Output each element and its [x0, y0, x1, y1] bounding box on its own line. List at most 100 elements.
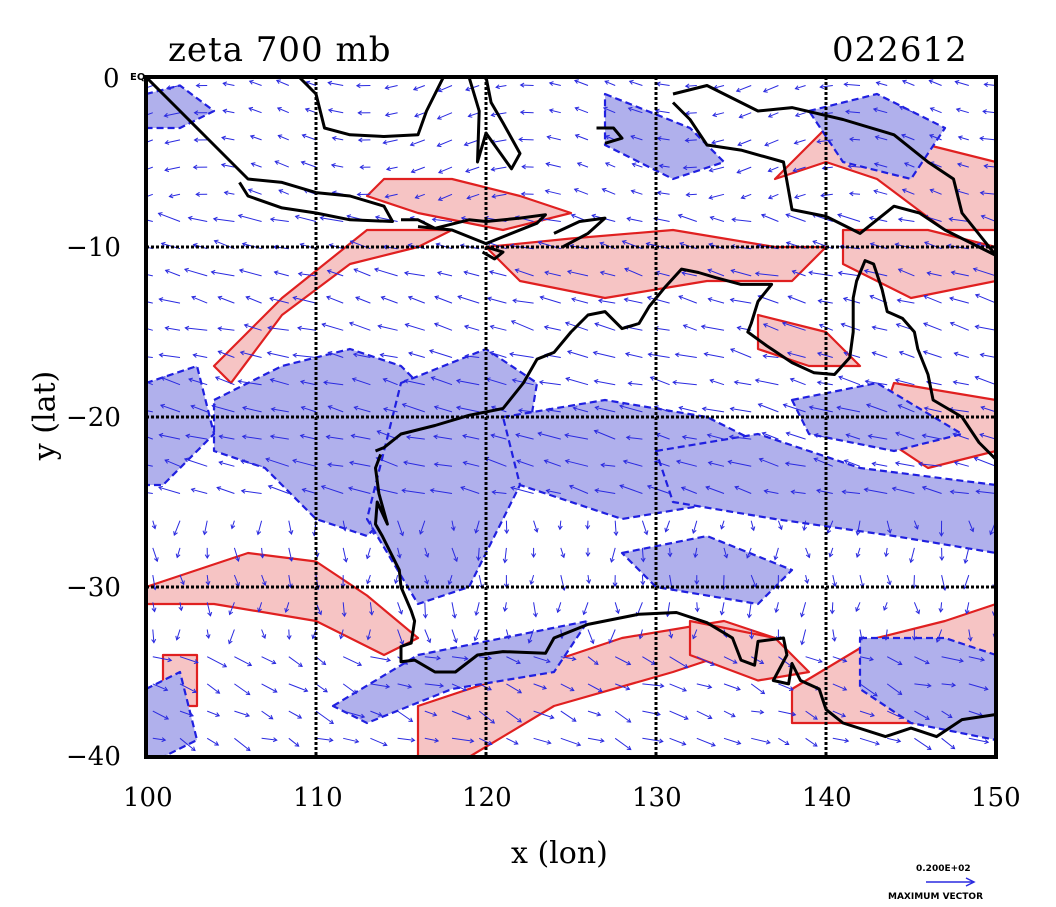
wind-vector — [950, 491, 969, 494]
coastline — [297, 77, 445, 138]
wind-vector — [464, 325, 480, 331]
wind-vector-head — [710, 661, 715, 666]
negative-vorticity-region — [603, 92, 726, 181]
wind-vector-head — [871, 351, 877, 356]
wind-vector-head — [527, 638, 533, 644]
wind-vector-head — [401, 488, 407, 494]
wind-vector-head — [351, 377, 357, 383]
wind-vector — [809, 271, 833, 277]
wind-vector-head — [190, 404, 196, 410]
wind-vector-head — [436, 655, 441, 661]
wind-vector-head — [137, 243, 141, 247]
wind-vector — [956, 108, 969, 114]
wind-vector-head — [808, 270, 813, 276]
wind-vector — [619, 485, 643, 494]
wind-vector-head — [574, 106, 580, 112]
wind-vector — [750, 520, 755, 531]
wind-vector-head — [560, 553, 566, 559]
wind-vector — [750, 629, 753, 639]
wind-vector — [152, 575, 156, 590]
wind-vector — [723, 683, 741, 691]
wind-vector — [300, 381, 317, 386]
wind-vector-head — [382, 407, 388, 412]
wind-vector — [859, 737, 880, 745]
wind-vector-head — [959, 658, 964, 663]
wind-vector — [164, 166, 181, 171]
wind-vector — [981, 215, 996, 222]
wind-vector-head — [377, 324, 383, 329]
wind-vector — [496, 85, 507, 88]
wind-vector-head — [424, 579, 429, 585]
wind-vector — [683, 166, 697, 169]
wind-vector-head — [788, 686, 794, 691]
wind-vector-head — [842, 657, 848, 663]
wind-vector — [873, 190, 888, 195]
wind-vector — [692, 520, 698, 534]
wind-vector-head — [298, 662, 303, 667]
wind-vector — [968, 520, 974, 532]
wind-vector — [814, 458, 833, 467]
wind-vector-head — [311, 634, 317, 640]
wind-vector — [669, 683, 687, 692]
wind-vector — [859, 710, 875, 717]
wind-vector — [327, 270, 344, 277]
wind-vector — [184, 458, 208, 467]
wind-vector — [951, 271, 969, 277]
wind-vector-head — [767, 167, 773, 173]
wind-vector-head — [594, 488, 600, 494]
wind-vector — [696, 602, 698, 612]
wind-vector-head — [785, 431, 791, 437]
wind-vector-head — [720, 524, 725, 530]
wind-vector-head — [221, 135, 226, 141]
wind-vector — [218, 296, 235, 304]
wind-vector-head — [843, 351, 849, 357]
wind-vector — [817, 352, 833, 358]
wind-vector — [673, 381, 697, 386]
wind-vector-head — [582, 610, 588, 616]
coastline-layer — [146, 77, 996, 757]
wind-vector — [269, 297, 289, 304]
wind-vector-head — [785, 213, 791, 218]
wind-vector-head — [678, 295, 684, 300]
wind-vector — [211, 271, 235, 277]
wind-vector — [657, 192, 670, 195]
wind-vector-head — [288, 556, 294, 562]
wind-vector — [451, 547, 458, 562]
wind-vector — [885, 629, 888, 640]
wind-vector-head — [600, 462, 606, 468]
wind-vector-head — [914, 524, 919, 530]
wind-vector-head — [649, 376, 655, 381]
field-title: zeta 700 mb — [168, 30, 392, 70]
wind-vector — [212, 405, 235, 413]
wind-vector-head — [457, 295, 463, 300]
wind-vector-head — [165, 85, 171, 91]
wind-vector-head — [855, 531, 861, 536]
wind-vector — [275, 160, 289, 168]
wind-vector — [737, 139, 752, 146]
wind-vector — [981, 406, 996, 413]
wind-vector — [300, 435, 317, 440]
wind-vector-head — [604, 80, 610, 85]
wind-vector-head — [569, 686, 575, 692]
wind-vector-head — [137, 432, 141, 436]
wind-vector — [975, 325, 996, 331]
wind-vector — [451, 737, 474, 742]
wind-vector — [973, 268, 996, 277]
wind-vector-head — [591, 213, 597, 219]
wind-vector-head — [773, 555, 779, 561]
wind-vector-head — [957, 135, 963, 141]
wind-vector-head — [763, 488, 769, 494]
wind-vector-head — [754, 271, 760, 277]
wind-vector-head — [349, 240, 355, 245]
wind-vector-head — [694, 580, 700, 585]
wind-vector — [709, 166, 725, 172]
wind-vector — [794, 193, 806, 199]
wind-vector — [395, 574, 399, 584]
wind-vector — [234, 683, 250, 696]
wind-vector-head — [953, 460, 959, 466]
wind-vector-head — [366, 635, 372, 641]
wind-vector-head — [593, 429, 599, 435]
wind-vector-head — [546, 739, 552, 745]
wind-vector-head — [373, 267, 379, 273]
